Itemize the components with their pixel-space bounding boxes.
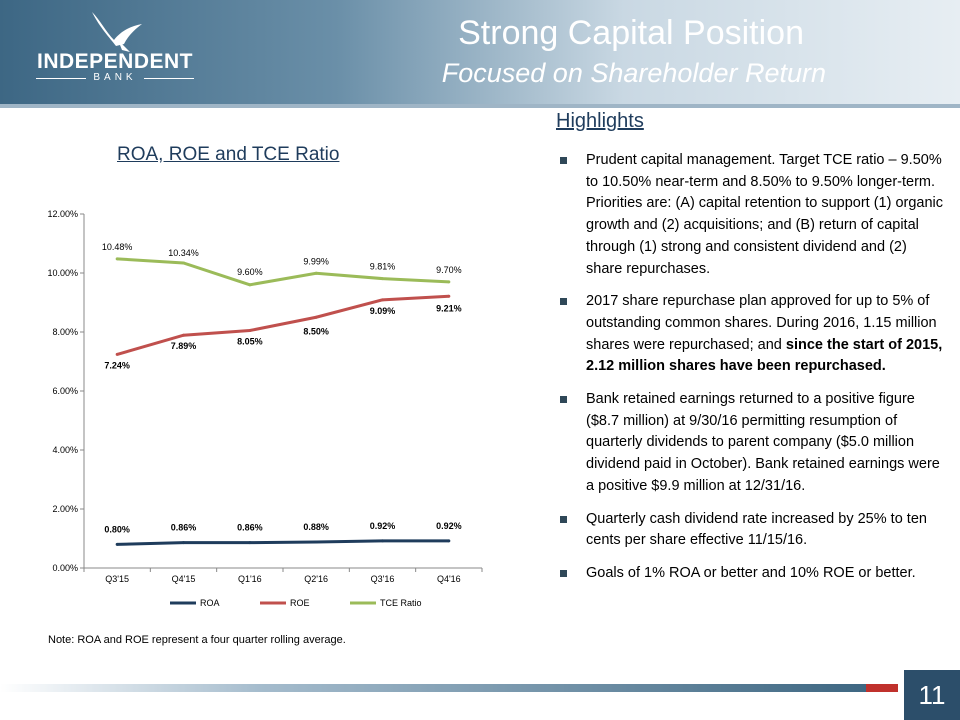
legend-label: TCE Ratio [380, 598, 422, 608]
bullet-square-icon [560, 298, 567, 306]
bullet-square-icon [560, 396, 567, 404]
slide-title: Strong Capital Position [458, 14, 804, 52]
data-label: 7.24% [104, 360, 130, 370]
x-tick-label: Q2'16 [304, 574, 328, 584]
highlights-title: Highlights [556, 110, 644, 132]
x-tick-label: Q4'15 [172, 574, 196, 584]
series-line-roa [117, 539, 449, 546]
highlight-text: Prudent capital management. Target TCE r… [586, 152, 944, 277]
data-label: 0.92% [370, 521, 396, 531]
page-number: 11 [904, 670, 960, 720]
data-point [381, 539, 384, 543]
highlight-item: Goals of 1% ROA or better and 10% ROE or… [558, 563, 944, 585]
highlights-list: Prudent capital management. Target TCE r… [558, 150, 944, 596]
bullet-square-icon [560, 157, 567, 164]
data-point [314, 315, 318, 319]
y-tick-label: 2.00% [52, 504, 78, 514]
data-point [381, 277, 384, 281]
data-point [182, 261, 185, 265]
footer-rule [0, 684, 866, 692]
roa-roe-tce-chart: 0.00% 2.00% 4.00% 6.00% 8.00% 10.00% 12.00% Q3'… [20, 200, 500, 620]
highlight-bold-text: since the start of 2015, 2.12 million sh… [586, 336, 943, 375]
data-point [381, 298, 384, 302]
data-point [115, 542, 119, 546]
header-divider [0, 104, 960, 108]
data-label: 8.05% [237, 337, 263, 347]
data-point [447, 539, 451, 543]
data-label: 7.89% [171, 341, 197, 351]
data-label: 0.80% [104, 524, 130, 534]
data-point [314, 540, 318, 544]
bullet-square-icon [560, 515, 567, 523]
slide-subtitle: Focused on Shareholder Return [441, 58, 826, 88]
data-label: 9.81% [370, 262, 396, 272]
legend-label: ROA [200, 598, 220, 608]
independent-bank-logo: INDEPENDENT BANK [30, 10, 200, 92]
line-chart: 0.00% 2.00% 4.00% 6.00% 8.00% 10.00% 12.00% Q3'… [47, 209, 483, 608]
data-point [248, 541, 252, 545]
highlight-text: Quarterly cash dividend rate increased b… [586, 510, 927, 549]
x-tick-label: Q1'16 [238, 574, 262, 584]
data-label: 0.92% [436, 521, 462, 531]
highlight-item: Prudent capital management. Target TCE r… [558, 150, 944, 280]
data-label: 0.88% [303, 522, 329, 532]
highlight-item: Bank retained earnings returned to a pos… [558, 389, 944, 498]
data-point [115, 257, 119, 261]
data-label: 8.50% [303, 326, 329, 336]
data-label: 9.70% [436, 265, 462, 275]
chart-note: Note: ROA and ROE represent a four quart… [48, 634, 346, 646]
eagle-icon [92, 12, 142, 52]
data-label: 9.21% [436, 303, 462, 313]
y-tick-label: 0.00% [52, 563, 78, 573]
data-label: 9.09% [370, 306, 396, 316]
x-tick-label: Q3'15 [105, 574, 129, 584]
header-banner [0, 0, 960, 104]
data-point [182, 333, 185, 337]
highlight-text: Goals of 1% ROA or better and 10% ROE or… [586, 564, 916, 581]
logo-subtext: BANK [93, 72, 137, 83]
y-tick-label: 6.00% [52, 386, 78, 396]
data-point [447, 294, 451, 298]
y-tick-label: 4.00% [52, 445, 78, 455]
highlight-text: 2017 share repurchase plan approved for … [586, 293, 937, 353]
highlight-item: 2017 share repurchase plan approved for … [558, 291, 944, 378]
data-label: 0.86% [171, 523, 197, 533]
chart-title: ROA, ROE and TCE Ratio [117, 144, 340, 165]
y-tick-label: 8.00% [52, 327, 78, 337]
y-tick-label: 10.00% [47, 268, 78, 278]
data-point [182, 541, 185, 545]
logo-name: INDEPENDENT [36, 50, 194, 73]
data-label: 10.34% [168, 248, 199, 258]
series-line-tce-ratio [117, 257, 449, 287]
footer-accent [866, 684, 898, 692]
data-label: 9.99% [303, 256, 329, 266]
data-label: 9.60% [237, 267, 263, 277]
data-label: 0.86% [237, 523, 263, 533]
logo-rule-right [144, 78, 194, 79]
data-point [314, 271, 318, 275]
data-label: 10.48% [102, 242, 133, 252]
data-point [115, 352, 119, 356]
data-point [248, 329, 252, 333]
highlight-item: Quarterly cash dividend rate increased b… [558, 509, 944, 552]
data-point [248, 283, 252, 287]
highlight-text: Bank retained earnings returned to a pos… [586, 391, 940, 494]
series-line-roe [116, 294, 449, 356]
data-point [447, 280, 451, 284]
x-tick-label: Q3'16 [371, 574, 395, 584]
x-tick-label: Q4'16 [437, 574, 461, 584]
legend-label: ROE [290, 598, 310, 608]
logo-rule-left [36, 78, 86, 79]
bullet-square-icon [560, 569, 567, 577]
y-tick-label: 12.00% [47, 209, 78, 219]
